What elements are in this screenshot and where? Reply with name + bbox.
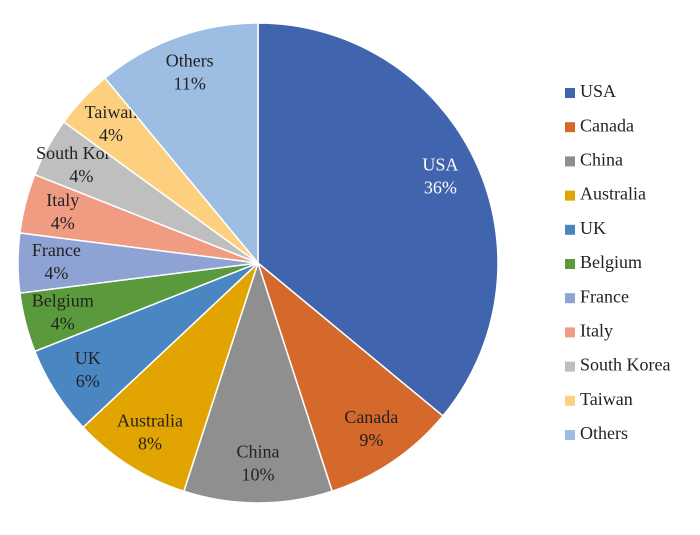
slice-label: Taiwan: [85, 102, 138, 122]
slice-value: 4%: [99, 125, 123, 145]
slice-value: 9%: [359, 430, 383, 450]
legend-label: France: [580, 286, 629, 306]
slice-label: USA: [422, 154, 458, 174]
slice-value: 8%: [138, 433, 162, 453]
legend-swatch: [565, 361, 575, 372]
legend-label: Others: [580, 423, 628, 443]
legend-swatch: [565, 156, 575, 167]
legend-swatch: [565, 395, 575, 406]
legend-swatch: [565, 190, 575, 201]
slice-value: 6%: [76, 371, 100, 391]
slice-label: Italy: [46, 190, 79, 210]
legend-label: China: [580, 150, 623, 170]
slice-label: China: [237, 442, 280, 462]
slice-value: 10%: [242, 465, 275, 485]
legend-label: Belgium: [580, 252, 642, 272]
pie-slice: [103, 22, 259, 266]
slice-label: UK: [75, 348, 101, 368]
pie-slice: [81, 262, 259, 493]
slice-label: Others: [166, 50, 214, 70]
pie-slice: [256, 260, 444, 493]
slice-value: 4%: [51, 313, 75, 333]
legend-label: South Korea: [580, 355, 670, 375]
legend-swatch: [565, 224, 575, 235]
slice-value: 11%: [174, 73, 206, 93]
slice-value: 36%: [424, 177, 457, 197]
legend-label: Taiwan: [580, 389, 633, 409]
pie-slice: [182, 260, 334, 504]
legend-label: Australia: [580, 184, 646, 204]
legend-label: USA: [580, 81, 616, 101]
legend-swatch: [565, 430, 575, 440]
slice-label: Australia: [117, 410, 183, 430]
slice-value: 4%: [51, 213, 75, 233]
legend-swatch: [565, 88, 575, 98]
slice-value: 4%: [69, 166, 93, 186]
pie-slice: [257, 22, 499, 418]
legend-swatch: [565, 327, 575, 338]
slice-label: Canada: [344, 407, 398, 427]
legend-label: Italy: [580, 321, 613, 341]
slice-label: Belgium: [32, 290, 94, 310]
legend-label: UK: [580, 218, 606, 238]
slice-label: France: [32, 240, 81, 260]
legend-swatch: [565, 122, 575, 133]
legend-swatch: [565, 259, 575, 269]
legend-label: Canada: [580, 115, 634, 135]
slice-value: 4%: [44, 263, 68, 283]
legend-swatch: [565, 293, 575, 304]
